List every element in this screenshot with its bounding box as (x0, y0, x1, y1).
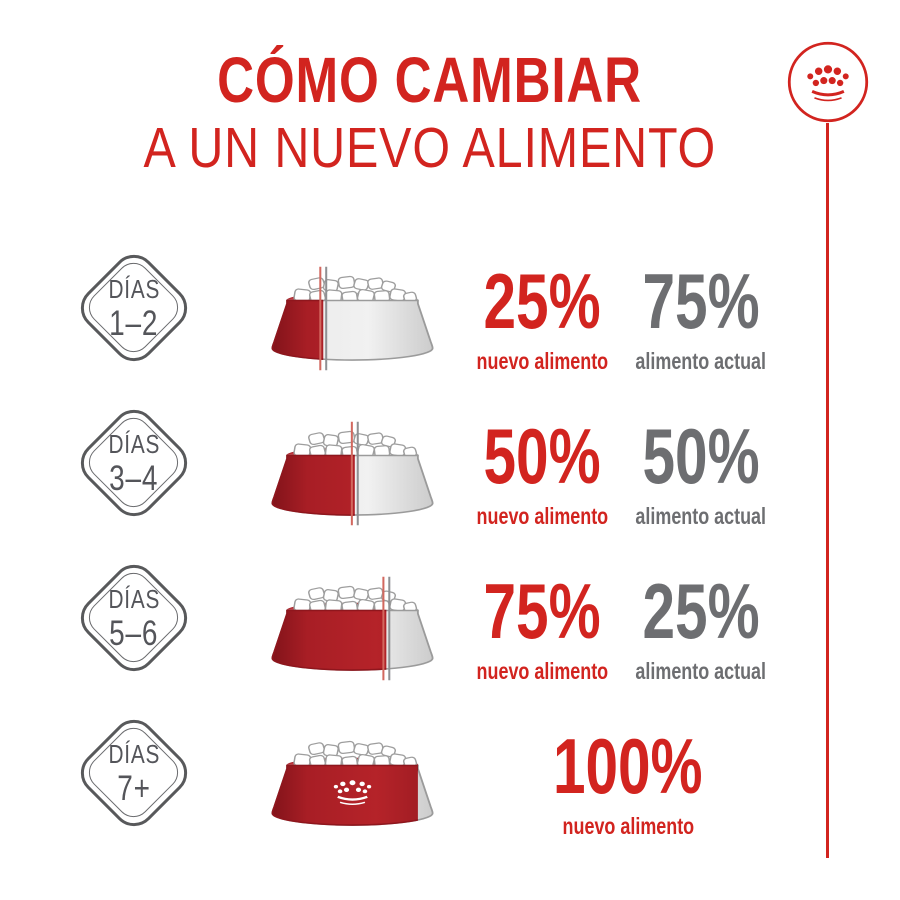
days-badge: DÍAS 1–2 (71, 245, 197, 371)
bowl-body-red (271, 299, 324, 360)
current-food-label: alimento actual (635, 503, 767, 529)
new-food-percent: 50% (483, 412, 601, 500)
bowl-body-red (271, 609, 387, 671)
new-food-label: nuevo alimento (476, 658, 608, 684)
page-title-text: CÓMO CAMBIAR (217, 44, 643, 116)
days-badge-text: DÍAS 1–2 (76, 250, 192, 366)
bowl-svg (271, 266, 434, 371)
new-food-percent: 75% (483, 567, 601, 655)
vertical-accent-line (826, 123, 829, 858)
transition-row: DÍAS 1–2 (0, 245, 900, 405)
new-food-column: 75% nuevo alimento (427, 572, 657, 683)
badge-days-label: DÍAS (108, 583, 160, 614)
divider-lines (382, 576, 391, 681)
days-badge-text: DÍAS 5–6 (76, 560, 192, 676)
days-badge: DÍAS 7+ (71, 710, 197, 836)
badge-days-label: DÍAS (108, 428, 160, 459)
bowl-body-red (271, 764, 418, 826)
current-food-label: alimento actual (635, 658, 767, 684)
dog-bowl-illustration (265, 731, 440, 836)
crown-dots (807, 65, 849, 87)
transition-row: DÍAS 5–6 (0, 555, 900, 715)
days-badge-text: DÍAS 7+ (76, 715, 192, 831)
kibble-pile (293, 275, 418, 304)
days-badge-text: DÍAS 3–4 (76, 405, 192, 521)
badge-days-range: 5–6 (109, 613, 159, 653)
badge-days-range: 3–4 (109, 458, 159, 498)
divider-lines (350, 421, 359, 526)
bowl-svg (271, 740, 434, 826)
logo-circle (787, 41, 869, 123)
current-food-column: 25% alimento actual (586, 572, 816, 683)
current-food-label: alimento actual (635, 348, 767, 374)
new-food-label: nuevo alimento (562, 813, 694, 839)
kibble-pile (293, 430, 418, 459)
dog-bowl-illustration (265, 576, 440, 681)
current-food-percent: 50% (642, 412, 760, 500)
new-food-percent: 100% (553, 722, 703, 810)
crown-arcs (811, 89, 845, 102)
new-food-column: 100% nuevo alimento (513, 727, 743, 838)
dog-bowl-illustration (265, 266, 440, 371)
badge-days-label: DÍAS (108, 273, 160, 304)
new-food-column: 50% nuevo alimento (427, 417, 657, 528)
badge-days-range: 7+ (117, 768, 151, 808)
royal-canin-crown-logo (786, 40, 870, 124)
dog-bowl-illustration (265, 421, 440, 526)
badge-days-label: DÍAS (108, 738, 160, 769)
new-food-label: nuevo alimento (476, 503, 608, 529)
current-food-column: 75% alimento actual (586, 262, 816, 373)
badge-days-range: 1–2 (109, 303, 159, 343)
current-food-percent: 25% (642, 567, 760, 655)
bowl-svg (271, 576, 434, 681)
page-subtitle-text: A UN NUEVO ALIMENTO (143, 116, 717, 180)
kibble-pile (293, 585, 418, 614)
page-title: CÓMO CAMBIAR (0, 48, 860, 112)
crown-icon (333, 780, 372, 805)
transition-row: DÍAS 3–4 (0, 400, 900, 560)
divider-lines (319, 266, 328, 371)
kibble-pile (293, 740, 418, 769)
bowl-svg (271, 421, 434, 526)
new-food-label: nuevo alimento (476, 348, 608, 374)
page-subtitle: A UN NUEVO ALIMENTO (0, 120, 860, 177)
crown-logo-svg (787, 41, 869, 123)
new-food-column: 25% nuevo alimento (427, 262, 657, 373)
days-badge: DÍAS 3–4 (71, 400, 197, 526)
transition-row: DÍAS 7+ (0, 710, 900, 870)
new-food-percent: 25% (483, 257, 601, 345)
current-food-column: 50% alimento actual (586, 417, 816, 528)
days-badge: DÍAS 5–6 (71, 555, 197, 681)
current-food-percent: 75% (642, 257, 760, 345)
